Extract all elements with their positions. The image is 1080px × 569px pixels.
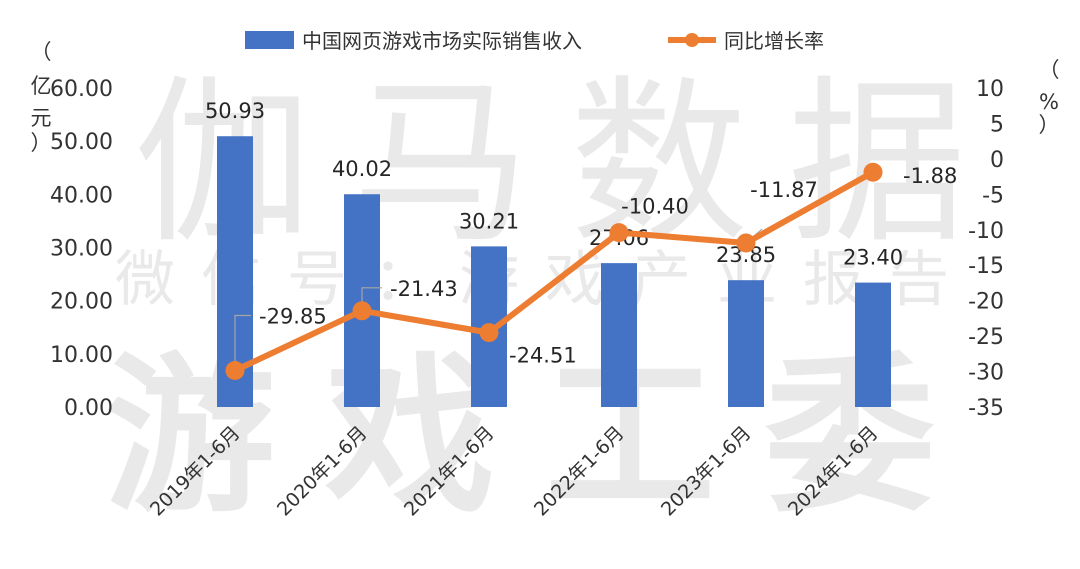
y-right-tick-label: -30 xyxy=(968,361,1004,386)
y-left-unit-char-1: （ xyxy=(31,40,52,64)
y-left-unit-char-4: ） xyxy=(31,131,52,155)
line-data-labels: -29.85 -21.43 -24.51 -10.40 -11.87 -1.88 xyxy=(259,164,957,367)
line-point xyxy=(225,360,245,380)
line-point xyxy=(736,233,756,253)
y-right-unit-char-1: （ xyxy=(1039,58,1060,82)
y-right-tick-label: -20 xyxy=(968,290,1004,315)
y-left-tick-label: 60.00 xyxy=(50,77,113,102)
line-point xyxy=(479,323,499,343)
line-series xyxy=(225,162,883,380)
bar-data-label: 30.21 xyxy=(459,209,519,233)
line-data-label: -21.43 xyxy=(390,277,458,301)
line-data-label: -24.51 xyxy=(509,344,577,368)
watermark-line-1: 伽马数据 xyxy=(134,60,1006,267)
legend-bar-swatch xyxy=(245,31,294,49)
y-right-tick-label: 5 xyxy=(990,112,1004,137)
legend-bar-label: 中国网页游戏市场实际销售收入 xyxy=(302,29,582,53)
y-left-tick-label: 0.00 xyxy=(64,396,113,421)
y-left-tick-label: 50.00 xyxy=(50,130,113,155)
y-left-tick-label: 10.00 xyxy=(50,343,113,368)
y-right-tick-label: -35 xyxy=(968,396,1004,421)
line-point xyxy=(863,162,883,182)
y-right-tick-label: -15 xyxy=(968,254,1004,279)
line-data-label: -29.85 xyxy=(259,304,327,328)
line-data-label: -1.88 xyxy=(903,164,957,188)
y-left-tick-label: 40.00 xyxy=(50,183,113,208)
line-data-label: -11.87 xyxy=(750,178,818,202)
bar xyxy=(601,263,637,407)
y-left-unit-char-2: 亿 xyxy=(31,74,52,98)
bar-data-label: 23.40 xyxy=(843,246,903,270)
bar-data-label: 50.93 xyxy=(205,99,265,123)
line-point xyxy=(609,223,629,243)
legend-line-swatch xyxy=(668,33,716,47)
growth-rate-line xyxy=(232,169,876,374)
legend-line-label: 同比增长率 xyxy=(724,29,824,53)
y-right-unit-char-2: % xyxy=(1039,90,1059,114)
y-left-unit: （ 亿 元 ） xyxy=(31,40,52,155)
y-right-tick-label: 10 xyxy=(976,77,1004,102)
bar-data-label: 40.02 xyxy=(332,157,392,181)
line-point xyxy=(352,301,372,321)
y-right-axis: -35 -30 -25 -20 -15 -10 -5 0 5 10 xyxy=(968,77,1004,421)
y-left-tick-label: 20.00 xyxy=(50,290,113,315)
y-left-tick-label: 30.00 xyxy=(50,237,113,262)
legend: 中国网页游戏市场实际销售收入 同比增长率 xyxy=(245,29,824,53)
y-left-unit-char-3: 元 xyxy=(31,106,52,130)
y-left-axis: 0.00 10.00 20.00 30.00 40.00 50.00 60.00 xyxy=(50,77,113,421)
bar xyxy=(728,280,764,407)
y-right-unit-char-3: ） xyxy=(1039,113,1060,137)
y-right-tick-label: 0 xyxy=(990,148,1004,173)
y-right-tick-label: -10 xyxy=(968,219,1004,244)
y-right-unit: （ % ） xyxy=(1039,58,1060,137)
bar xyxy=(855,282,891,407)
leader-line xyxy=(234,314,251,371)
line-data-label: -10.40 xyxy=(621,195,689,219)
y-right-tick-label: -5 xyxy=(982,183,1004,208)
y-right-tick-label: -25 xyxy=(968,325,1004,350)
